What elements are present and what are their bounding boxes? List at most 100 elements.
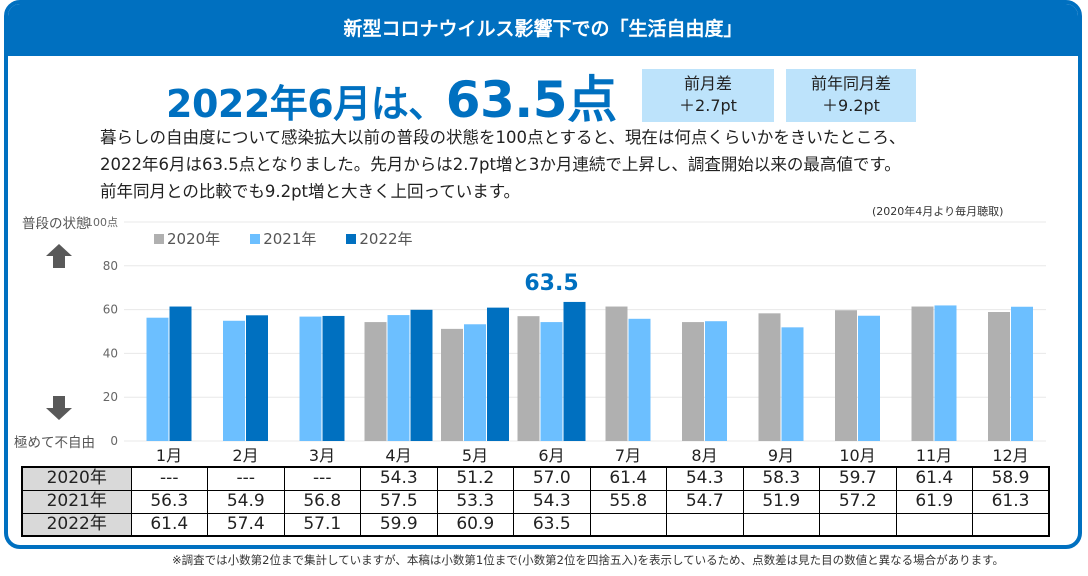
bar-2022年-1月	[169, 306, 192, 441]
legend-label: 2021年	[263, 230, 317, 248]
table-cell: ---	[207, 466, 285, 491]
table-cell: 58.3	[742, 466, 820, 491]
bar-2020年-8月	[682, 322, 704, 441]
table-cell	[666, 512, 744, 537]
table-cell: 51.9	[742, 489, 820, 514]
y-tick-label: 60	[103, 303, 118, 317]
diff-value: ＋9.2pt	[822, 96, 880, 115]
table-cell: 55.8	[589, 489, 667, 514]
y-tick-label: 0	[110, 434, 118, 448]
row-label: 2021年	[21, 489, 132, 514]
arrow-down-icon	[46, 396, 72, 420]
bar-2020年-11月	[911, 306, 934, 441]
diff-box-year: 前年同月差 ＋9.2pt	[786, 69, 916, 122]
table-cell: 53.3	[436, 489, 514, 514]
table-cell: 61.3	[972, 489, 1050, 514]
x-tick-label: 9月	[768, 446, 794, 465]
table-row: 2020年 --- --- --- 54.3 51.2 57.0 61.4 54.3 58.3 59…	[21, 466, 1050, 491]
chart-legend: 2020年 2021年 2022年	[154, 228, 413, 249]
legend-item-2021: 2021年	[250, 228, 316, 249]
headline-prefix: 2022年6月は、	[166, 82, 446, 126]
bar-2020年-10月	[835, 310, 857, 441]
table-cell: ---	[283, 466, 361, 491]
x-tick-label: 4月	[385, 446, 411, 465]
bar-2022年-5月	[487, 307, 509, 441]
table-cell	[895, 512, 973, 537]
x-tick-label: 12月	[992, 446, 1028, 465]
summary-line: 2022年6月は63.5点となりました。先月からは2.7pt増と3か月連続で上昇…	[100, 155, 901, 174]
bar-2021年-5月	[464, 324, 486, 441]
table-cell: 61.4	[130, 512, 208, 537]
table-row: 2022年 61.4 57.4 57.1 59.9 60.9 63.5	[21, 512, 1050, 537]
table-cell: 57.0	[513, 466, 591, 491]
bar-2021年-9月	[781, 327, 804, 441]
bar-2020年-12月	[988, 312, 1010, 441]
table-cell	[589, 512, 667, 537]
bar-2021年-11月	[934, 305, 957, 441]
data-label-annotation: 63.5	[524, 271, 578, 296]
legend-swatch	[154, 233, 164, 244]
table-cell: 57.1	[283, 512, 361, 537]
axis-top-label: 普段の状態	[22, 216, 90, 232]
table-cell: 61.4	[589, 466, 667, 491]
bar-2022年-6月	[563, 301, 586, 441]
table-cell	[742, 512, 820, 537]
table-cell: 54.9	[207, 489, 285, 514]
x-tick-label: 5月	[462, 446, 488, 465]
x-tick-label: 7月	[615, 446, 641, 465]
table-cell: 59.9	[360, 512, 438, 537]
table-cell: 56.3	[130, 489, 208, 514]
bar-2021年-12月	[1011, 306, 1033, 441]
footnote: ※調査では小数第2位まで集計していますが、本稿は小数第1位まで(小数第2位を四捨…	[172, 553, 1004, 567]
legend-swatch	[250, 233, 261, 244]
bar-2021年-2月	[223, 320, 245, 441]
bar-2020年-5月	[441, 328, 463, 441]
bar-2021年-7月	[628, 318, 651, 441]
x-tick-label: 10月	[839, 446, 875, 465]
diff-value: ＋2.7pt	[679, 96, 737, 115]
y-tick-label: 20	[103, 390, 118, 404]
row-label: 2020年	[21, 466, 132, 491]
table-cell: 59.7	[819, 466, 897, 491]
data-table: 2020年 --- --- --- 54.3 51.2 57.0 61.4 54.3 58.3 59…	[21, 466, 1050, 537]
diff-label: 前月差	[683, 74, 732, 93]
summary-text: 暮らしの自由度について感染拡大以前の普段の状態を100点とすると、現在は何点くら…	[100, 124, 905, 205]
table-cell	[819, 512, 897, 537]
table-cell	[972, 512, 1050, 537]
table-cell: 58.9	[972, 466, 1050, 491]
diff-label: 前年同月差	[810, 74, 891, 93]
legend-label: 2020年	[167, 230, 221, 248]
headline: 2022年6月は、63.5点	[166, 60, 617, 132]
table-row: 2021年 56.3 54.9 56.8 57.5 53.3 54.3 55.8 54.7 51.…	[21, 489, 1050, 514]
row-label: 2022年	[21, 512, 132, 537]
x-tick-label: 8月	[691, 446, 717, 465]
headline-score: 63.5点	[445, 71, 617, 129]
arrow-up-icon	[46, 244, 72, 268]
bar-2022年-2月	[246, 315, 268, 441]
bar-2021年-8月	[705, 321, 727, 441]
bar-chart: 0 20 40 60 80 100点 1月 2月 3月 4月 5月 6月 7月 8月 9月 10月 11月 12月…	[86, 216, 1046, 465]
table-cell: 57.4	[207, 512, 285, 537]
table-cell: 54.7	[666, 489, 744, 514]
bar-2021年-6月	[540, 322, 563, 441]
table-cell: 54.3	[513, 489, 591, 514]
x-tick-label: 2月	[232, 446, 258, 465]
panel-header: 新型コロナウイルス影響下での「生活自由度」	[8, 4, 1078, 56]
table-cell: ---	[130, 466, 208, 491]
bar-2020年-4月	[364, 322, 387, 441]
y-tick-label: 40	[103, 346, 118, 360]
x-tick-label: 1月	[156, 446, 182, 465]
bar-2021年-4月	[387, 315, 410, 441]
table-cell: 63.5	[513, 512, 591, 537]
axis-bottom-label: 極めて不自由	[14, 435, 95, 451]
bar-2020年-9月	[758, 313, 781, 441]
legend-item-2020: 2020年	[154, 228, 220, 249]
x-tick-label: 11月	[916, 446, 952, 465]
legend-swatch	[346, 233, 357, 244]
table-cell: 54.3	[360, 466, 438, 491]
bar-2021年-3月	[299, 316, 322, 441]
table-cell: 54.3	[666, 466, 744, 491]
bar-2021年-1月	[146, 317, 169, 441]
legend-item-2022: 2022年	[346, 228, 413, 249]
summary-line: 暮らしの自由度について感染拡大以前の普段の状態を100点とすると、現在は何点くら…	[100, 128, 906, 147]
